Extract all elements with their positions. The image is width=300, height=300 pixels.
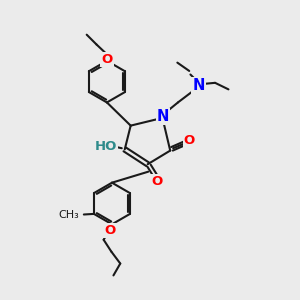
Text: N: N (193, 78, 205, 93)
Text: N: N (157, 109, 169, 124)
Text: CH₃: CH₃ (58, 210, 79, 220)
Text: O: O (104, 224, 116, 237)
Text: O: O (151, 175, 162, 188)
Text: O: O (184, 134, 195, 147)
Text: O: O (101, 53, 112, 66)
Text: HO: HO (94, 140, 117, 153)
